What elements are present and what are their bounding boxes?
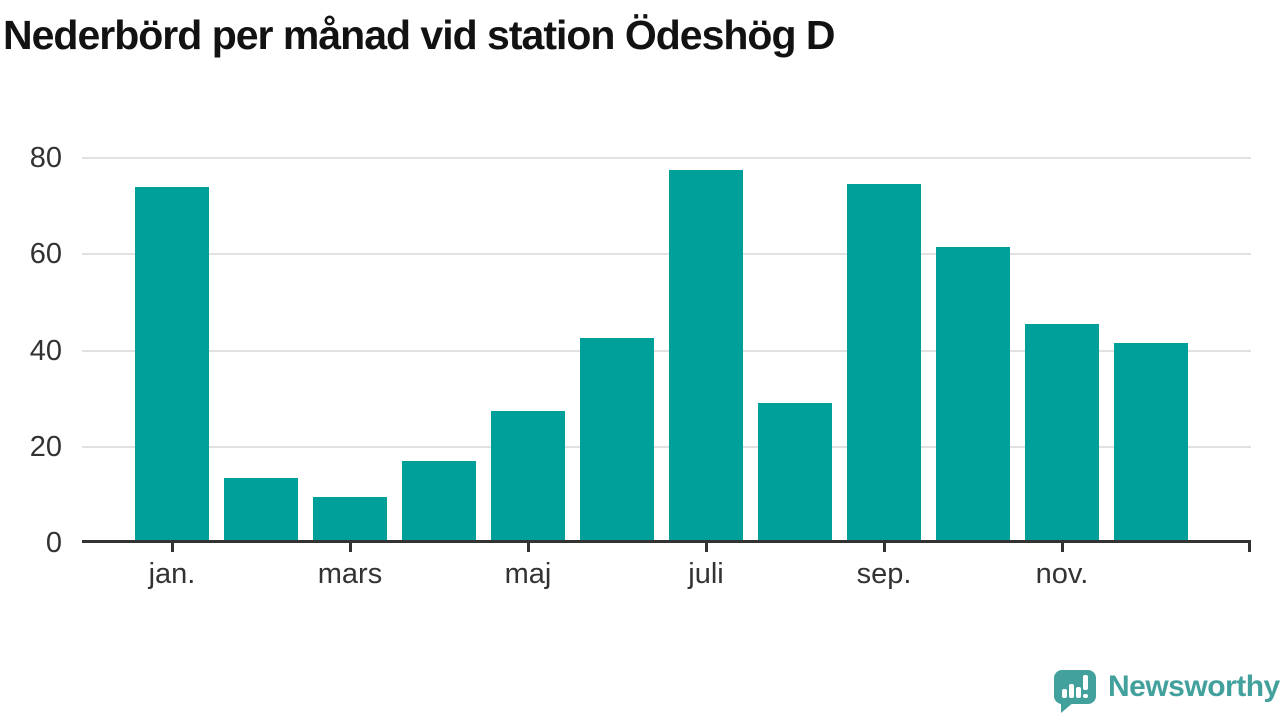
x-tick-maj [526, 543, 530, 552]
bar-apr. [402, 461, 476, 543]
x-tick-mars [348, 543, 352, 552]
x-axis-line [82, 540, 1251, 543]
logo-bar-icon [1076, 687, 1081, 698]
x-tick-juli [704, 543, 708, 552]
bar-maj [491, 410, 565, 543]
x-tick-label-juli: juli [688, 558, 724, 590]
newsworthy-logo-text: Newsworthy [1108, 670, 1280, 703]
bar-okt. [936, 247, 1010, 543]
x-tick-label-mars: mars [317, 558, 383, 590]
gridline-60 [82, 253, 1251, 256]
x-tick-label-maj: maj [504, 558, 552, 590]
x-tick-sep. [882, 543, 886, 552]
newsworthy-logo-icon [1054, 670, 1096, 713]
bar-aug. [758, 403, 832, 543]
bar-mars [313, 497, 387, 543]
y-tick-label-20: 20 [29, 430, 62, 463]
bar-juli [669, 170, 743, 543]
bar-juni [580, 338, 654, 543]
logo-exclamation-icon [1083, 675, 1088, 690]
logo-speech-tail-icon [1061, 702, 1074, 713]
y-tick-label-40: 40 [29, 334, 62, 367]
bar-sep. [847, 184, 921, 543]
gridline-40 [82, 349, 1251, 352]
bar-feb. [224, 478, 298, 543]
y-tick-label-60: 60 [29, 238, 62, 271]
logo-bar-icon [1062, 689, 1067, 698]
logo-bar-icon [1069, 684, 1074, 698]
newsworthy-branding: Newsworthy [1054, 670, 1280, 713]
gridline-20 [82, 445, 1251, 448]
y-tick-label-0: 0 [45, 527, 62, 559]
x-tick-label-sep.: sep. [856, 558, 912, 590]
x-tick-label-jan.: jan. [148, 558, 196, 590]
chart-title: Nederbörd per månad vid station Ödeshög … [3, 12, 836, 58]
x-tick-nov. [1060, 543, 1064, 552]
x-axis-end-tick [1248, 540, 1251, 552]
x-tick-jan. [170, 543, 174, 552]
bar-nov. [1025, 324, 1099, 543]
x-tick-label-nov.: nov. [1035, 558, 1089, 590]
logo-exclamation-dot-icon [1083, 694, 1088, 698]
bar-dec. [1114, 343, 1188, 543]
bar-jan. [135, 186, 209, 543]
gridline-80 [82, 157, 1251, 159]
y-tick-label-80: 80 [29, 142, 62, 174]
